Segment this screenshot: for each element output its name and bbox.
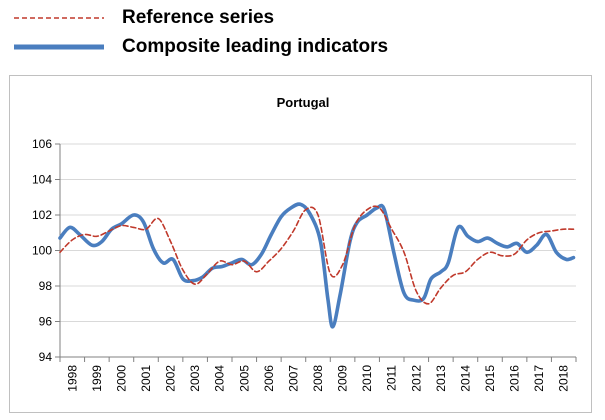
legend-item-reference[interactable]: Reference series: [14, 6, 274, 30]
x-tick-label: 2015: [483, 365, 497, 392]
y-tick-labels: 94 96 98 100 102 104 106: [32, 137, 52, 364]
y-tick-label: 106: [32, 137, 52, 151]
series-line-reference: [59, 205, 575, 305]
x-tick-label: 2014: [458, 365, 472, 392]
y-tick-label: 102: [32, 208, 52, 222]
series-layer: [58, 202, 576, 329]
x-tick-label: 2001: [139, 365, 153, 392]
x-tick-label: 2013: [434, 365, 448, 392]
y-tick-label: 98: [39, 279, 53, 293]
legend-label-cli: Composite leading indicators: [122, 36, 389, 57]
legend-label-reference: Reference series: [122, 7, 275, 28]
y-tick-label: 104: [32, 173, 52, 187]
chart-frame: Portugal 94 96 98 100 102 104 106 1998 1999 2000…: [9, 75, 592, 413]
y-tick-label: 96: [39, 315, 53, 329]
x-tick-label: 2016: [508, 365, 522, 392]
x-tick-label: 2018: [557, 365, 571, 392]
x-tick-label: 2006: [262, 365, 276, 392]
x-tick-label: 2005: [237, 365, 251, 392]
series-line-cli: [58, 202, 576, 329]
x-tick-label: 1999: [90, 365, 104, 392]
x-tick-label: 2002: [164, 365, 178, 392]
chart-plot: Portugal 94 96 98 100 102 104 106 1998 1999 2000…: [32, 95, 577, 392]
chart-title: Portugal: [277, 95, 330, 110]
x-tick-label: 1998: [65, 365, 79, 392]
x-tick-label: 2010: [360, 365, 374, 392]
x-tick-label: 2009: [336, 365, 350, 392]
x-tick-label: 2003: [188, 365, 202, 392]
x-tick-label: 2017: [532, 365, 546, 392]
legend-swatch-cli: [14, 44, 104, 50]
x-tick-label: 2000: [114, 365, 128, 392]
legend-swatch-reference: [14, 17, 104, 19]
x-tick-labels: 1998 1999 2000 2001 2002 2003 2004 2005 2006 2007…: [65, 365, 570, 392]
x-tick-label: 2007: [286, 365, 300, 392]
y-tick-label: 100: [32, 244, 52, 258]
x-tick-label: 2012: [409, 365, 423, 392]
legend-item-cli[interactable]: Composite leading indicators: [14, 35, 388, 59]
y-tick-label: 94: [39, 350, 53, 364]
x-tick-label: 2008: [311, 365, 325, 392]
legend: Reference series Composite leading indic…: [0, 0, 605, 66]
axis-layer: [55, 143, 577, 362]
x-tick-label: 2004: [213, 365, 227, 392]
x-tick-label: 2011: [385, 365, 399, 391]
